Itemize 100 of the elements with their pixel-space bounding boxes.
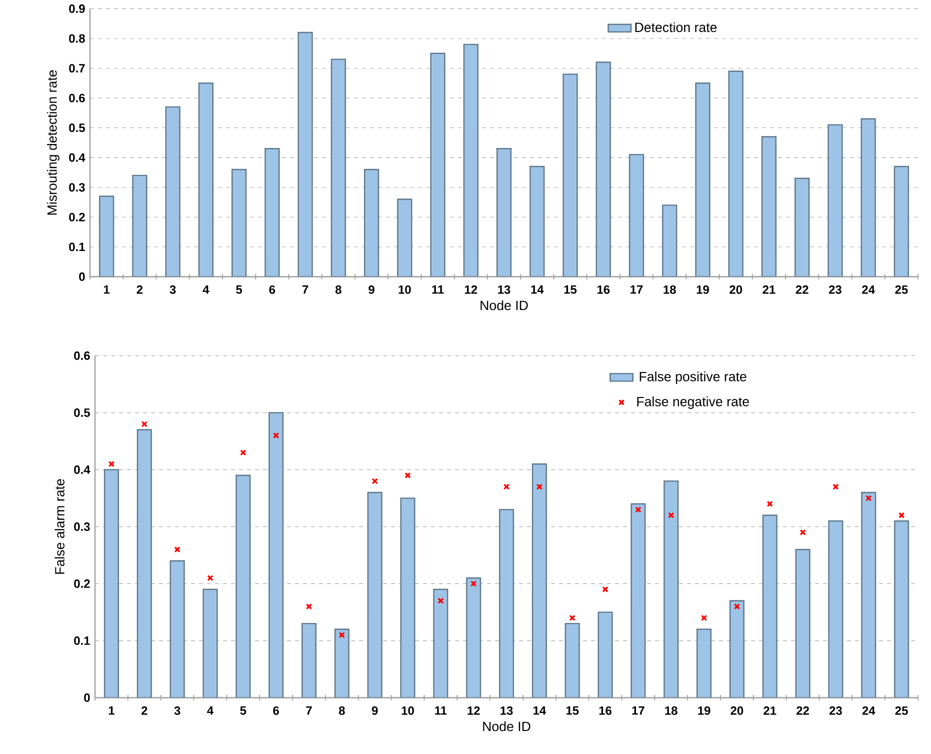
x-tick-label: 14 (531, 286, 544, 294)
y-tick-label: 0 (79, 272, 85, 282)
y-tick-label: 0.6 (74, 352, 90, 360)
x-tick-label: 22 (796, 286, 808, 294)
x-tick-label: 2 (141, 706, 148, 715)
x-tick-label: 2 (136, 286, 143, 294)
x-tick-label: 1 (108, 706, 114, 715)
y-tick-label: 0.2 (69, 213, 85, 222)
y-tick-label: 0.1 (74, 636, 90, 646)
y-tick-label: 0.5 (74, 408, 90, 418)
bar (729, 600, 744, 698)
bar (794, 178, 810, 277)
x-tick-label: 23 (829, 706, 842, 716)
y-tick-label: 0.4 (74, 466, 90, 474)
x-tick-label: 21 (764, 706, 776, 715)
point (108, 461, 115, 468)
x-tick-label: 20 (730, 706, 744, 716)
bar (861, 492, 876, 698)
x-tick-label: 4 (202, 286, 210, 294)
point (668, 512, 674, 519)
legend-label: False positive rate (640, 372, 746, 384)
point (207, 574, 214, 582)
point (832, 484, 839, 490)
x-tick-label: 22 (796, 706, 809, 715)
bar (664, 480, 679, 698)
x-tick-label: 15 (566, 706, 579, 715)
x-tick-label: 16 (599, 706, 612, 716)
y-tick-label: 0.3 (74, 522, 90, 532)
point (372, 478, 378, 484)
point (503, 484, 510, 490)
point (536, 484, 543, 490)
bar (198, 82, 214, 277)
bar (334, 628, 350, 698)
point (898, 512, 905, 519)
point (438, 598, 444, 604)
bar (828, 520, 844, 698)
point (734, 604, 740, 610)
bar (696, 628, 712, 698)
bar (170, 560, 185, 698)
y-tick-label: 0.1 (69, 242, 85, 252)
point (569, 614, 576, 622)
bar (628, 154, 644, 277)
bar (496, 148, 512, 277)
y-tick-label: 0.6 (69, 94, 85, 102)
x-tick-label: 11 (432, 286, 444, 294)
x-tick-label: 20 (730, 286, 742, 294)
x-tick-label: 14 (534, 706, 546, 715)
y-tick-label: 0.2 (74, 580, 90, 588)
y-axis-title: Misrouting detection rate (47, 70, 60, 215)
x-tick-label: 21 (762, 286, 776, 294)
x-tick-label: 17 (632, 706, 644, 715)
y-tick-label: 0.7 (69, 64, 85, 73)
point (404, 472, 411, 479)
bar (231, 169, 247, 277)
point (766, 500, 773, 508)
point (306, 604, 312, 610)
x-tick-label: 25 (895, 286, 908, 294)
x-tick-label: 9 (372, 706, 378, 716)
x-tick-label: 17 (630, 286, 643, 294)
x-tick-label: 15 (564, 286, 577, 294)
bar (268, 412, 284, 698)
x-tick-label: 18 (665, 706, 678, 716)
bar (630, 503, 646, 698)
x-axis-title: Node ID (480, 300, 528, 310)
point (141, 421, 148, 428)
x-tick-label: 1 (104, 286, 110, 294)
x-tick-label: 5 (240, 706, 246, 715)
y-axis-title: False alarm rate (54, 479, 64, 574)
x-tick-label: 24 (862, 286, 875, 294)
bar (532, 464, 547, 698)
x-tick-label: 3 (170, 286, 176, 294)
point (602, 586, 608, 593)
x-tick-label: 10 (402, 706, 414, 716)
point (635, 506, 642, 513)
point (174, 546, 180, 553)
x-tick-label: 5 (236, 286, 242, 294)
bar (301, 623, 316, 698)
y-tick-label: 0.3 (69, 183, 85, 192)
bar (466, 578, 482, 698)
x-tick-label: 6 (273, 706, 279, 716)
x-tick-label: 16 (597, 286, 610, 294)
point (700, 614, 708, 622)
point (240, 450, 246, 456)
x-tick-label: 12 (468, 706, 480, 715)
legend-label: Detection rate (635, 22, 717, 32)
y-tick-label: 0.8 (69, 34, 85, 43)
x-tick-label: 7 (306, 706, 312, 715)
x-tick-label: 6 (269, 286, 276, 294)
x-tick-label: 18 (664, 286, 676, 294)
x-tick-label: 19 (698, 706, 710, 716)
x-tick-label: 13 (498, 286, 510, 294)
x-tick-label: 19 (696, 286, 709, 294)
x-tick-label: 8 (338, 706, 345, 716)
x-tick-label: 24 (862, 706, 876, 715)
point (865, 495, 872, 502)
bar (433, 588, 448, 698)
x-tick-label: 7 (302, 286, 308, 294)
bar (330, 58, 346, 277)
point (800, 529, 806, 536)
x-tick-label: 9 (368, 286, 374, 294)
